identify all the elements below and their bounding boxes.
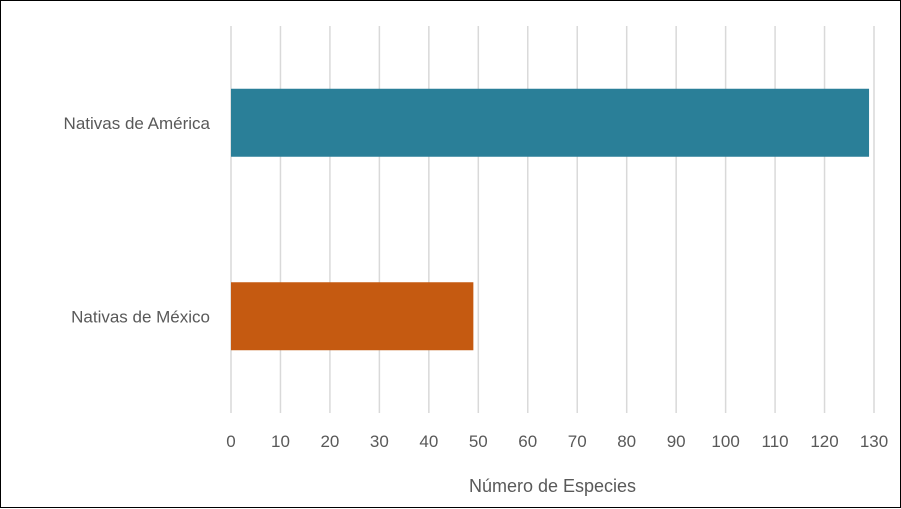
x-tick-label: 20 — [320, 432, 339, 451]
x-tick-label: 50 — [469, 432, 488, 451]
x-axis-title: Número de Especies — [469, 476, 636, 496]
x-tick-label: 40 — [419, 432, 438, 451]
bars — [231, 88, 870, 351]
x-tick-label: 80 — [617, 432, 636, 451]
x-tick-label: 70 — [568, 432, 587, 451]
category-label: Nativas de México — [71, 307, 210, 326]
bar-nativas-america — [231, 88, 870, 157]
category-labels: Nativas de América Nativas de México — [64, 114, 211, 327]
x-tick-label: 120 — [810, 432, 838, 451]
bar-nativas-mexico — [231, 282, 474, 351]
x-tick-label: 10 — [271, 432, 290, 451]
x-tick-labels: 0 10 20 30 40 50 60 70 80 90 100 110 120 130 — [226, 432, 888, 451]
gridlines — [230, 26, 875, 413]
x-tick-label: 110 — [762, 432, 789, 451]
x-tick-label: 100 — [711, 432, 739, 451]
category-label: Nativas de América — [64, 114, 211, 133]
x-tick-label: 90 — [667, 432, 686, 451]
x-tick-label: 0 — [226, 432, 235, 451]
x-tick-label: 130 — [860, 432, 888, 451]
x-tick-label: 30 — [370, 432, 389, 451]
x-tick-label: 60 — [518, 432, 537, 451]
